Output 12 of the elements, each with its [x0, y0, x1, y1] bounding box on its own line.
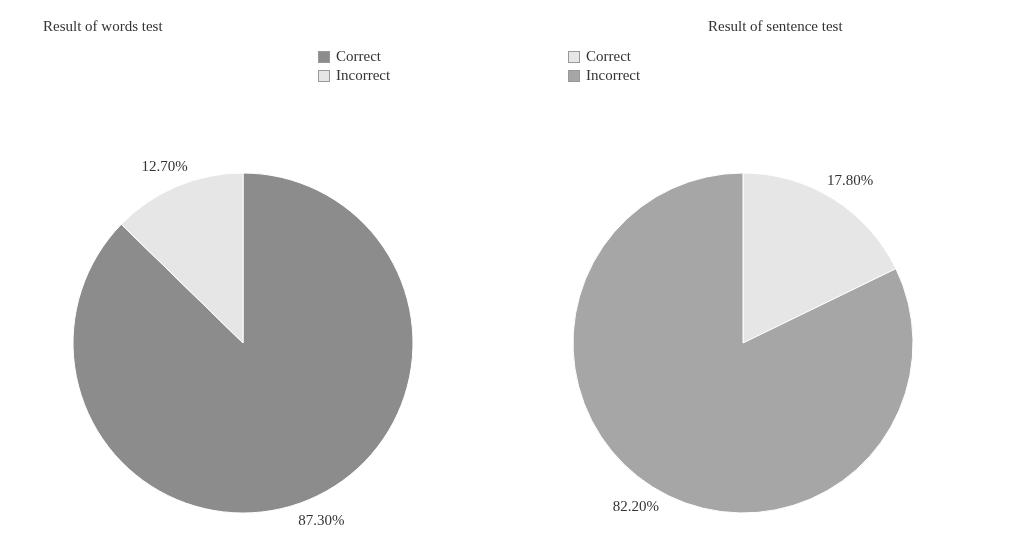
- data-label: 82.20%: [612, 497, 659, 514]
- chart-title: Result of words test: [43, 18, 163, 34]
- legend-label: Correct: [586, 48, 631, 65]
- data-label: 87.30%: [298, 511, 345, 528]
- pie-slice: [72, 172, 414, 514]
- legend-label: Incorrect: [586, 67, 641, 84]
- legend-label: Incorrect: [336, 67, 391, 84]
- legend-label: Correct: [336, 48, 381, 65]
- chart-title: Result of sentence test: [708, 18, 843, 34]
- data-label: 12.70%: [141, 158, 188, 175]
- data-label: 17.80%: [827, 172, 874, 189]
- pie-slice: [572, 172, 914, 514]
